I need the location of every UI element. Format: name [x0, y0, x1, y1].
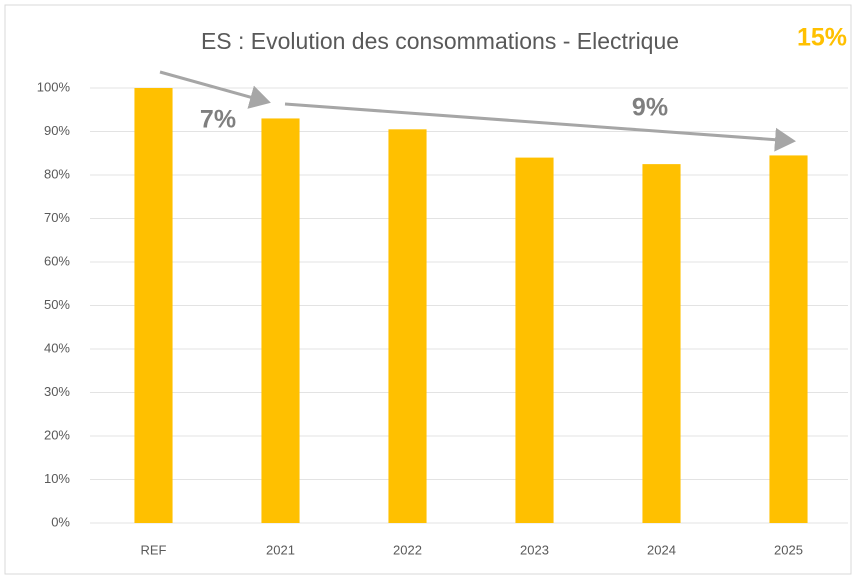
bar: [642, 164, 681, 523]
plot-area: 0% 10% 20% 30% 40% 50% 60% 70% 80% 90% 100% REF 2021…: [37, 79, 848, 557]
arrow: [284, 102, 796, 152]
chart-frame: [4, 4, 852, 575]
annotation: 7%: [200, 106, 236, 134]
bar: [388, 129, 427, 523]
bar: [769, 155, 808, 524]
bar: [134, 88, 173, 523]
y-tick-label: 60%: [44, 253, 70, 268]
y-tick-label: 100%: [37, 79, 71, 94]
annotation: 15%: [797, 24, 847, 52]
bar: [261, 118, 300, 523]
y-tick-label: 80%: [44, 166, 70, 181]
x-tick-label: 2024: [647, 542, 676, 557]
x-tick-label: REF: [141, 542, 167, 557]
y-tick-label: 70%: [44, 210, 70, 225]
chart-title: ES : Evolution des consommations - Elect…: [201, 28, 679, 54]
y-tick-label: 30%: [44, 384, 70, 399]
x-tick-label: 2023: [520, 542, 549, 557]
y-tick-label: 10%: [44, 471, 70, 486]
y-tick-label: 90%: [44, 123, 70, 138]
x-tick-label: 2022: [393, 542, 422, 557]
x-tick-label: 2021: [266, 542, 295, 557]
y-tick-label: 50%: [44, 297, 70, 312]
x-tick-label: 2025: [774, 542, 803, 557]
y-tick-label: 20%: [44, 427, 70, 442]
y-tick-label: 0%: [51, 514, 70, 529]
y-tick-label: 40%: [44, 340, 70, 355]
annotation: 9%: [632, 94, 668, 122]
bar: [515, 157, 554, 523]
arrow: [159, 70, 271, 109]
